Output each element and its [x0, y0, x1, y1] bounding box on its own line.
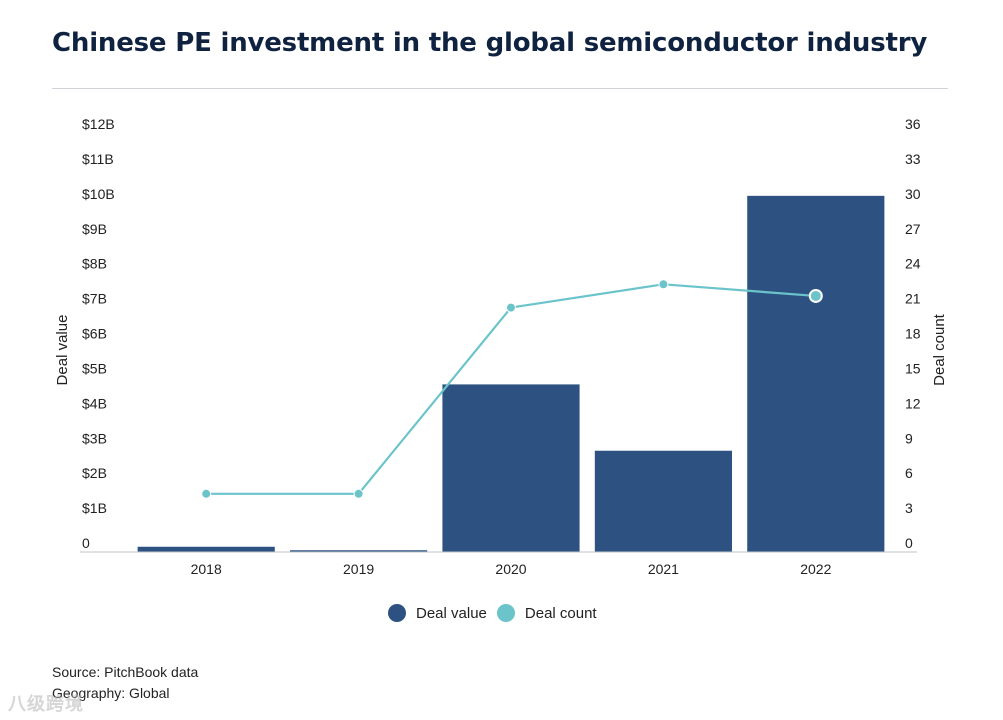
point-deal-count	[353, 488, 364, 499]
y-left-tick-label: $5B	[82, 360, 107, 376]
legend-swatch-deal-count	[496, 604, 515, 622]
legend-swatch-deal-value	[388, 604, 406, 622]
y-right-tick-label: 33	[905, 151, 921, 167]
x-tick-label: 2018	[191, 561, 222, 577]
y-left-axis-title: Deal value	[54, 315, 71, 386]
legend-label-deal-value: Deal value	[416, 604, 487, 622]
y-right-tick-label: 0	[905, 535, 913, 551]
y-right-tick-label: 9	[905, 430, 913, 446]
point-deal-count	[658, 279, 669, 290]
bar-deal-value	[442, 384, 580, 552]
legend-item-deal-value[interactable]: Deal value	[388, 604, 487, 622]
y-right-tick-label: 27	[905, 221, 921, 237]
y-left-tick-label: $7B	[82, 291, 107, 307]
watermark: 八级跨境	[8, 694, 84, 714]
y-right-tick-label: 24	[905, 256, 921, 272]
chart-canvas: 0 $1B $2B $3B $4B $5B $6B $7B $8B $9B $10B $11B $12B…	[54, 116, 948, 577]
y-right-tick-label: 18	[905, 326, 921, 342]
x-tick-label: 2019	[343, 561, 374, 577]
y-right-tick-label: 12	[905, 395, 921, 411]
source-note: Source: PitchBook data	[52, 664, 199, 680]
bar-deal-value	[594, 450, 732, 552]
y-left-tick-label: $2B	[82, 465, 107, 481]
chart-title: Chinese PE investment in the global semi…	[52, 28, 928, 58]
x-tick-label: 2022	[800, 561, 831, 577]
point-deal-count	[201, 488, 212, 499]
y-left-tick-label: $4B	[82, 395, 107, 411]
title-divider	[52, 88, 948, 89]
y-left-tick-label: $3B	[82, 430, 107, 446]
legend-label-deal-count: Deal count	[524, 604, 597, 622]
y-left-tick-label: $11B	[82, 151, 114, 167]
bar-deal-value	[747, 195, 885, 552]
y-left-tick-label: $12B	[82, 116, 115, 132]
legend-item-deal-count[interactable]: Deal count	[496, 604, 597, 622]
point-deal-count	[506, 302, 516, 313]
y-right-tick-label: 6	[905, 465, 913, 481]
y-left-tick-label: $6B	[82, 326, 107, 342]
footer: Source: PitchBook data Geography: Global	[52, 662, 198, 704]
y-right-tick-label: 15	[905, 360, 921, 376]
legend: Deal value Deal count	[388, 604, 599, 622]
y-left-tick-label: 0	[82, 535, 90, 551]
y-right-tick-label: 3	[905, 500, 913, 516]
bar-deal-value	[290, 550, 428, 552]
y-right-tick-label: 30	[905, 186, 921, 202]
y-right-axis-title: Deal count	[931, 313, 948, 386]
y-left-tick-label: $10B	[82, 186, 115, 202]
y-right-tick-label: 21	[905, 291, 921, 307]
y-left-tick-label: $8B	[82, 256, 107, 272]
y-left-tick-label: $9B	[82, 221, 107, 237]
x-tick-label: 2020	[495, 561, 526, 577]
y-right-tick-label: 36	[905, 116, 921, 132]
point-deal-count	[808, 288, 823, 303]
bar-deal-value	[137, 546, 275, 552]
geography-note: Geography: Global	[52, 685, 170, 701]
y-left-tick-label: $1B	[82, 500, 107, 516]
x-tick-label: 2021	[648, 561, 679, 577]
